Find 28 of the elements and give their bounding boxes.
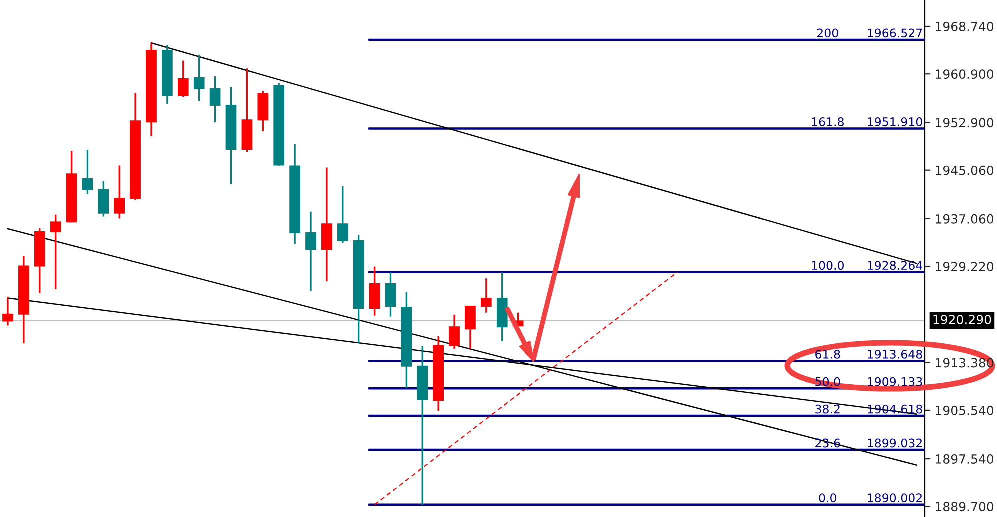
candlestick [194,54,205,102]
ref-line-label: 1920.290 [934,315,992,324]
text: 200 1966.527 [817,28,922,38]
candlestick [337,186,348,244]
candlestick [50,214,62,290]
y-tick-label: 1937.060 [936,214,994,224]
y-tick-label: 1905.540 [936,406,994,416]
y-tick-label: 1952.900 [936,118,994,128]
candlestick [178,60,189,98]
candlestick [2,296,14,326]
text: 100.0 1928.264 [812,261,922,270]
candlestick [465,305,476,350]
candlestick [481,278,492,314]
text: 161.8 1951.910 [812,118,922,126]
candlestick [114,164,126,220]
y-tick-label: 1929.220 [936,262,994,272]
y-tick-label: 1897.540 [936,454,994,464]
text: 61.8 1913.648 [816,350,922,359]
candlestick [385,272,396,318]
y-tick-label: 1945.060 [936,166,994,176]
candlestick [210,76,221,124]
y-tick-label: 1889.700 [936,502,994,512]
text: 0.0 1890.002 [819,494,922,503]
candlestick [82,149,94,196]
y-tick-label: 1968.740 [936,22,994,32]
candlestick [449,314,460,350]
candlestick [306,211,316,292]
y-tick-label: 1960.900 [936,70,994,80]
